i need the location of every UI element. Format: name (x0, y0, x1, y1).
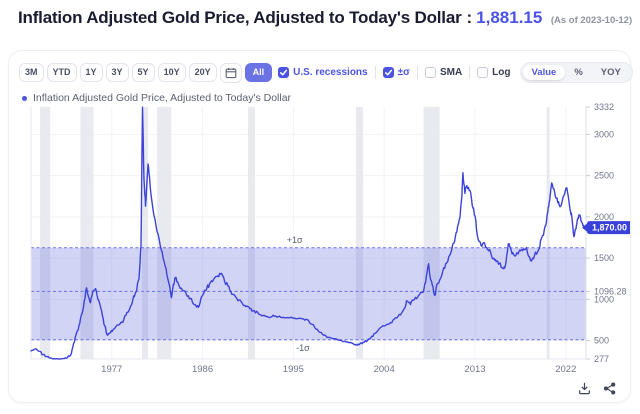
checkbox-unchecked-icon (477, 67, 489, 78)
as-of-date: (As of 2023-10-12) (550, 15, 633, 26)
legend-label: Inflation Adjusted Gold Price, Adjusted … (33, 92, 292, 104)
chart-option-checkboxes: U.S. recessions ±σ SMA Log (278, 66, 511, 79)
checkbox-checked-icon (382, 67, 394, 78)
segmented-option-yoy[interactable]: YOY (600, 66, 621, 78)
checkbox-log[interactable]: Log (477, 67, 511, 78)
checkbox-label: SMA (439, 67, 463, 78)
svg-text:3000: 3000 (594, 129, 614, 139)
checkbox-us-recessions[interactable]: U.S. recessions (278, 67, 368, 78)
svg-text:1000: 1000 (594, 294, 614, 304)
last-price-badge: 1,870.00 (582, 221, 630, 235)
price-line (30, 106, 585, 360)
checkbox-checked-icon (278, 67, 290, 78)
chart-card: 3M YTD 1Y 3Y 5Y 10Y 20Y All U.S. recessions ±σ S… (8, 50, 633, 403)
toolbar-divider (469, 66, 471, 79)
toolbar-divider (416, 66, 418, 79)
sigma-labels: +1σ -1σ (287, 235, 310, 353)
svg-text:1500: 1500 (594, 253, 614, 263)
legend-dot-icon (22, 95, 27, 101)
toolbar-divider (374, 66, 376, 79)
range-button-1y[interactable]: 1Y (79, 63, 103, 82)
svg-text:1986: 1986 (192, 364, 213, 375)
checkbox-unchecked-icon (424, 67, 436, 78)
svg-text:-1σ: -1σ (296, 343, 310, 353)
svg-text:1,870.00: 1,870.00 (592, 223, 627, 233)
calendar-button[interactable] (219, 62, 242, 83)
svg-text:2022: 2022 (555, 364, 576, 375)
range-button-10y[interactable]: 10Y (157, 63, 186, 82)
svg-text:+1σ: +1σ (287, 235, 303, 245)
page-title: Inflation Adjusted Gold Price, Adjusted … (18, 8, 632, 28)
range-button-5y[interactable]: 5Y (131, 63, 155, 82)
share-button[interactable] (603, 382, 616, 395)
legend: Inflation Adjusted Gold Price, Adjusted … (9, 83, 630, 104)
svg-text:500: 500 (594, 336, 609, 346)
axes (30, 106, 590, 360)
svg-text:2004: 2004 (374, 364, 395, 375)
recession-bands (40, 107, 550, 359)
range-button-all[interactable]: All (244, 63, 273, 82)
range-button-ytd[interactable]: YTD (46, 63, 77, 82)
range-button-3m[interactable]: 3M (19, 63, 44, 82)
chart-footer-actions (578, 382, 616, 395)
toolbar: 3M YTD 1Y 3Y 5Y 10Y 20Y All U.S. recessions ±σ S… (9, 51, 633, 83)
svg-text:2000: 2000 (594, 212, 614, 222)
download-button[interactable] (578, 382, 591, 395)
segmented-option-value[interactable]: Value (522, 64, 566, 81)
range-button-20y[interactable]: 20Y (188, 63, 217, 82)
segmented-option-percent[interactable]: % (574, 66, 583, 78)
svg-text:3332: 3332 (594, 102, 614, 112)
svg-text:1995: 1995 (283, 364, 304, 375)
svg-text:2013: 2013 (464, 364, 485, 375)
checkbox-sma[interactable]: SMA (424, 67, 463, 78)
svg-text:2500: 2500 (594, 171, 614, 181)
title-colon: : (466, 8, 473, 27)
checkbox-sigma-band[interactable]: ±σ (382, 67, 410, 78)
current-value: 1,881.15 (476, 8, 543, 27)
share-icon (603, 382, 616, 395)
x-axis-labels: 1977 1986 1995 2004 2013 2022 (101, 364, 576, 375)
sigma-band (31, 247, 586, 341)
svg-text:1977: 1977 (101, 364, 122, 375)
svg-text:277: 277 (594, 354, 609, 364)
calendar-icon (225, 67, 237, 79)
range-buttons: 3M YTD 1Y 3Y 5Y 10Y 20Y (19, 63, 217, 82)
download-icon (578, 382, 591, 395)
checkbox-label: Log (492, 67, 511, 78)
range-button-3y[interactable]: 3Y (105, 63, 129, 82)
svg-text:1096.28: 1096.28 (594, 286, 627, 296)
title-text: Inflation Adjusted Gold Price, Adjusted … (18, 8, 462, 27)
value-mode-segmented-control: Value% YOY (519, 62, 633, 83)
checkbox-label: ±σ (397, 67, 410, 78)
checkbox-label: U.S. recessions (293, 67, 368, 78)
